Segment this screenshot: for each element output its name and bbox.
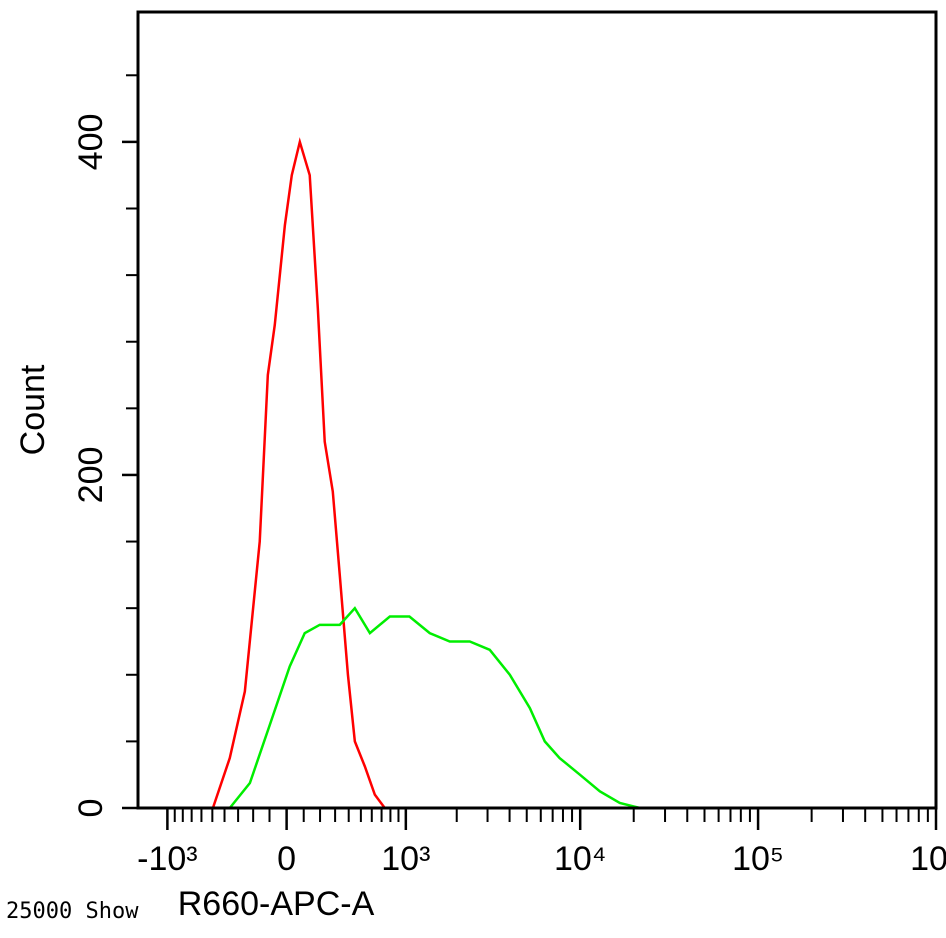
- x-tick-label: -10³: [137, 840, 197, 878]
- x-tick-label: 10⁶: [910, 840, 946, 878]
- histogram-line: [228, 606, 641, 810]
- y-tick-label: 0: [72, 799, 110, 818]
- y-tick-label: 400: [72, 114, 110, 171]
- histogram-line: [211, 137, 386, 809]
- x-tick-label: 10⁵: [732, 840, 784, 878]
- x-tick-label: 0: [277, 840, 296, 878]
- annotation: 25000 Show: [6, 899, 139, 924]
- plot-frame: [136, 10, 938, 810]
- y-tick-label: 200: [72, 447, 110, 504]
- x-tick-label: 10³: [381, 840, 430, 878]
- x-tick-label: 10⁴: [554, 840, 606, 878]
- x-axis-label: R660-APC-A: [178, 885, 375, 923]
- y-axis-label: Count: [14, 364, 52, 455]
